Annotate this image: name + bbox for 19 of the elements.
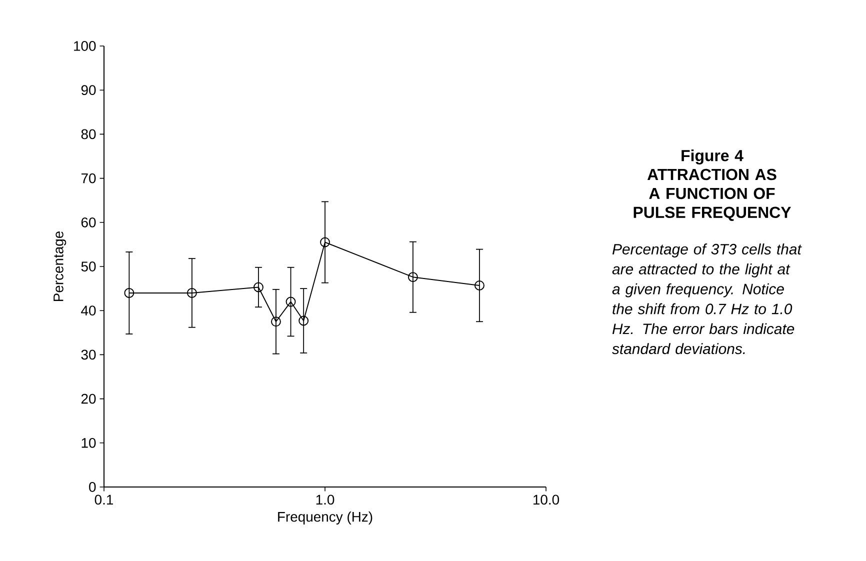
y-tick-label: 40 (81, 306, 96, 316)
x-tick-label: 10.0 (533, 494, 560, 505)
x-tick-label: 1.0 (316, 494, 334, 505)
y-tick-label: 100 (74, 41, 96, 51)
y-tick-label: 70 (81, 173, 96, 184)
x-axis-title: Frequency (Hz) (278, 511, 372, 524)
text: Percentage of 3T3 cells that are attracted to the light at a given frequency. Notice the shift from 0.7 Hz to 1.0 Hz. The error bars indicate standard deviations. (612, 244, 802, 354)
y-axis-title: Percentage (54, 231, 66, 302)
y-tick-label: 80 (81, 129, 96, 140)
y-tick-label: 60 (81, 217, 96, 228)
y-tick-label: 30 (81, 350, 96, 360)
text: Figure 4 (682, 150, 744, 164)
y-tick-label: 90 (81, 85, 96, 96)
y-tick-label: 0 (89, 482, 96, 492)
x-tick-label: 0.1 (94, 494, 114, 505)
text: ATTRACTION AS A FUNCTION OF PULSE FREQUENCY (634, 168, 792, 221)
y-tick-label: 20 (81, 394, 96, 404)
y-tick-label: 10 (82, 438, 96, 448)
y-tick-label: 50 (81, 262, 96, 272)
